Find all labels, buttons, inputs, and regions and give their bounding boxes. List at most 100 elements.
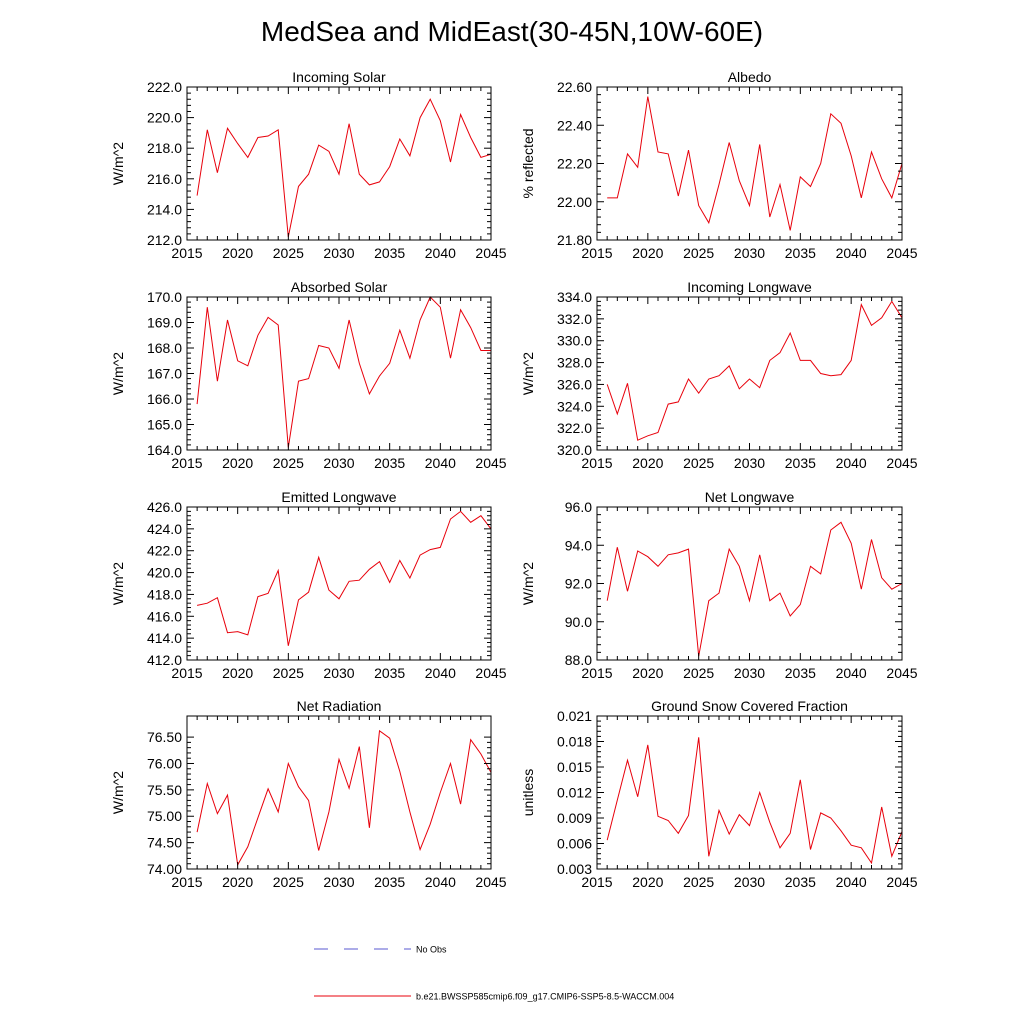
series-line xyxy=(196,729,492,867)
y-tick-label: 426.0 xyxy=(147,499,182,515)
series-line xyxy=(607,96,903,231)
panel-title: Emitted Longwave xyxy=(281,489,396,505)
x-tick-label: 2015 xyxy=(171,665,202,681)
x-tick-label: 2025 xyxy=(273,665,304,681)
x-tick-label: 2025 xyxy=(683,245,714,261)
y-tick-label: 22.40 xyxy=(557,117,592,133)
y-tick-label: 220.0 xyxy=(147,110,182,126)
x-tick-label: 2040 xyxy=(425,665,456,681)
y-tick-label: 0.021 xyxy=(557,708,592,724)
x-tick-label: 2025 xyxy=(683,665,714,681)
panel-title: Albedo xyxy=(728,69,772,85)
y-tick-label: 324.0 xyxy=(557,398,592,414)
y-axis-label: W/m^2 xyxy=(520,562,536,605)
y-axis-label: W/m^2 xyxy=(110,562,126,605)
panel-ground-snow: Ground Snow Covered Fraction unitless 2015… xyxy=(520,698,918,890)
panels: Incoming Solar W/m^2 2015 2020 2025 2030 2035 2… xyxy=(110,69,918,890)
x-tick-label: 2040 xyxy=(836,874,867,890)
y-tick-label: 94.0 xyxy=(565,537,592,553)
x-tick-label: 2040 xyxy=(836,245,867,261)
y-axis-label: W/m^2 xyxy=(520,352,536,395)
y-tick-label: 92.0 xyxy=(565,576,592,592)
x-tick-label: 2015 xyxy=(171,455,202,471)
y-tick-label: 74.00 xyxy=(147,861,182,877)
y-tick-label: 165.0 xyxy=(147,417,182,433)
x-tick-label: 2035 xyxy=(374,245,405,261)
y-tick-label: 22.60 xyxy=(557,79,592,95)
y-tick-label: 334.0 xyxy=(557,289,592,305)
legend-obs-label: No Obs xyxy=(416,945,447,955)
y-tick-label: 167.0 xyxy=(147,366,182,382)
y-tick-label: 0.003 xyxy=(557,861,592,877)
x-tick-label: 2035 xyxy=(374,455,405,471)
panel-emitted-longwave: Emitted Longwave W/m^2 2015 2020 2025 2030 203… xyxy=(110,489,507,681)
x-tick-label: 2030 xyxy=(323,874,354,890)
y-tick-label: 169.0 xyxy=(147,315,182,331)
series-line xyxy=(196,98,492,237)
figure-title: MedSea and MidEast(30-45N,10W-60E) xyxy=(261,16,763,47)
x-tick-label: 2025 xyxy=(683,455,714,471)
y-tick-label: 164.0 xyxy=(147,442,182,458)
x-tick-label: 2040 xyxy=(836,455,867,471)
x-tick-label: 2025 xyxy=(273,874,304,890)
x-tick-label: 2015 xyxy=(581,245,612,261)
y-axis-label: W/m^2 xyxy=(110,352,126,395)
y-tick-label: 414.0 xyxy=(147,630,182,646)
series-line xyxy=(606,737,903,865)
legend-model-label: b.e21.BWSSP585cmip6.f09_g17.CMIP6-SSP5-8… xyxy=(416,992,674,1002)
x-tick-label: 2020 xyxy=(632,874,663,890)
panel-title: Incoming Solar xyxy=(292,69,386,85)
x-tick-label: 2035 xyxy=(374,665,405,681)
y-tick-label: 76.00 xyxy=(147,755,182,771)
series-line xyxy=(606,300,903,441)
y-tick-label: 96.0 xyxy=(565,499,592,515)
panel-title: Net Longwave xyxy=(705,489,795,505)
x-tick-label: 2020 xyxy=(222,874,253,890)
x-tick-label: 2045 xyxy=(886,665,917,681)
x-tick-label: 2030 xyxy=(734,245,765,261)
y-tick-label: 326.0 xyxy=(557,376,592,392)
y-axis-label: W/m^2 xyxy=(110,142,126,185)
x-tick-label: 2020 xyxy=(222,245,253,261)
y-tick-label: 22.00 xyxy=(557,194,592,210)
x-tick-label: 2015 xyxy=(171,245,202,261)
x-tick-label: 2025 xyxy=(273,245,304,261)
y-tick-label: 212.0 xyxy=(147,232,182,248)
x-tick-label: 2015 xyxy=(581,874,612,890)
y-tick-label: 76.50 xyxy=(147,729,182,745)
y-tick-label: 420.0 xyxy=(147,565,182,581)
series-line xyxy=(196,510,492,646)
x-tick-label: 2035 xyxy=(785,245,816,261)
y-tick-label: 424.0 xyxy=(147,521,182,537)
x-tick-label: 2035 xyxy=(785,874,816,890)
legend: No Obs b.e21.BWSSP585cmip6.f09_g17.CMIP6… xyxy=(314,945,674,1002)
y-tick-label: 75.00 xyxy=(147,808,182,824)
y-tick-label: 422.0 xyxy=(147,543,182,559)
y-tick-label: 218.0 xyxy=(147,140,182,156)
x-tick-label: 2020 xyxy=(632,245,663,261)
y-tick-label: 88.0 xyxy=(565,652,592,668)
y-tick-label: 0.012 xyxy=(557,785,592,801)
y-tick-label: 416.0 xyxy=(147,608,182,624)
x-tick-label: 2035 xyxy=(374,874,405,890)
x-tick-label: 2015 xyxy=(171,874,202,890)
x-tick-label: 2040 xyxy=(836,665,867,681)
x-tick-label: 2040 xyxy=(425,245,456,261)
x-tick-label: 2015 xyxy=(581,455,612,471)
y-tick-label: 166.0 xyxy=(147,391,182,407)
panel-incoming-longwave: Incoming Longwave W/m^2 2015 2020 2025 2030 20… xyxy=(520,279,918,471)
y-tick-label: 168.0 xyxy=(147,340,182,356)
x-tick-label: 2045 xyxy=(475,874,506,890)
x-tick-label: 2045 xyxy=(886,455,917,471)
y-tick-label: 418.0 xyxy=(147,586,182,602)
x-tick-label: 2020 xyxy=(632,665,663,681)
panel-net-radiation: Net Radiation W/m^2 2015 2020 2025 2030 2035 20… xyxy=(110,698,507,890)
series-line xyxy=(196,296,491,448)
x-tick-label: 2045 xyxy=(886,245,917,261)
panel-title: Absorbed Solar xyxy=(291,279,388,295)
panel-net-longwave: Net Longwave W/m^2 2015 2020 2025 2030 2035 204… xyxy=(520,489,918,681)
x-tick-label: 2040 xyxy=(425,455,456,471)
x-tick-label: 2020 xyxy=(632,455,663,471)
